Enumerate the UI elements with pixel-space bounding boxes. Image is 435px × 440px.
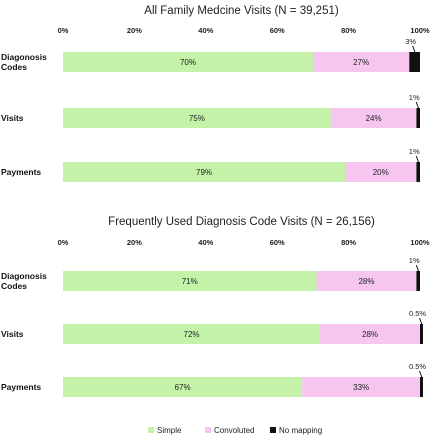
data-label: 79% (196, 168, 212, 177)
data-label: 27% (353, 58, 369, 67)
data-label: 72% (184, 330, 200, 339)
x-tick-label: 0% (58, 26, 69, 35)
data-label: 3% (405, 37, 416, 46)
leader-line (415, 101, 420, 111)
category-label: Visits (1, 329, 24, 339)
bar-segment-simple (63, 324, 321, 344)
leader-line (415, 155, 420, 165)
category-label-line: Codes (1, 62, 27, 72)
data-label: 1% (409, 93, 420, 102)
x-tick-label: 40% (198, 238, 213, 247)
bar-segment-convoluted (330, 108, 417, 128)
data-label: 0.5% (409, 309, 426, 318)
x-tick-label: 100% (410, 26, 430, 35)
leader-line (419, 370, 423, 380)
legend-swatch (148, 427, 154, 433)
category-label-line: Payments (1, 167, 41, 177)
bar-segment-no-mapping (420, 324, 423, 344)
x-tick-label: 100% (410, 238, 430, 247)
x-tick-label: 0% (58, 238, 69, 247)
category-label-line: Visits (1, 329, 24, 339)
bar-segment-simple (63, 52, 313, 72)
legend-label: No mapping (279, 426, 322, 435)
bar-segment-no-mapping (416, 162, 420, 182)
bar-segment-convoluted (316, 271, 417, 291)
bar-segment-no-mapping (416, 108, 420, 128)
leader-line (415, 264, 420, 274)
x-tick-label: 20% (127, 238, 142, 247)
category-label-line: Payments (1, 382, 41, 392)
leader-line (419, 317, 423, 327)
bar-segment-convoluted (312, 52, 410, 72)
chart-title: All Family Medcine Visits (N = 39,251) (144, 5, 339, 17)
data-label: 20% (373, 168, 389, 177)
chart-title: Frequently Used Diagnosis Code Visits (N… (108, 216, 375, 228)
data-label: 1% (409, 256, 420, 265)
x-tick-label: 80% (341, 26, 356, 35)
bar-segment-simple (63, 377, 303, 397)
data-label: 1% (409, 147, 420, 156)
category-label-line: Codes (1, 281, 27, 291)
data-label: 67% (175, 383, 191, 392)
legend-swatch (205, 427, 211, 433)
category-label-line: Diagonosis (1, 52, 47, 62)
x-tick-label: 80% (341, 238, 356, 247)
bar-segment-simple (63, 271, 317, 291)
bar-segment-no-mapping (416, 271, 420, 291)
legend-swatch (270, 427, 276, 433)
data-label: 33% (353, 383, 369, 392)
legend-label: Convoluted (214, 426, 254, 435)
category-label: Diagonosis Codes (1, 52, 47, 72)
x-tick-label: 60% (270, 26, 285, 35)
bar-segment-no-mapping (409, 52, 420, 72)
x-tick-label: 20% (127, 26, 142, 35)
data-label: 28% (358, 277, 374, 286)
category-label-line: Diagonosis (1, 271, 47, 281)
category-label: Payments (1, 167, 41, 177)
bar-segment-convoluted (345, 162, 417, 182)
data-label: 70% (180, 58, 196, 67)
data-label: 28% (362, 330, 378, 339)
data-label: 24% (366, 114, 382, 123)
data-label: 71% (182, 277, 198, 286)
category-label: Payments (1, 382, 41, 392)
x-tick-label: 40% (198, 26, 213, 35)
category-label: Diagonosis Codes (1, 271, 47, 291)
bar-segment-no-mapping (420, 377, 423, 397)
category-label: Visits (1, 113, 24, 123)
category-label-line: Visits (1, 113, 24, 123)
legend-label: Simple (157, 426, 182, 435)
bar-segment-simple (63, 108, 331, 128)
data-label: 75% (189, 114, 205, 123)
bar-segment-convoluted (302, 377, 420, 397)
leader-line (412, 45, 417, 55)
bar-segment-convoluted (320, 324, 420, 344)
data-label: 0.5% (409, 362, 426, 371)
x-tick-label: 60% (270, 238, 285, 247)
bar-segment-simple (63, 162, 346, 182)
